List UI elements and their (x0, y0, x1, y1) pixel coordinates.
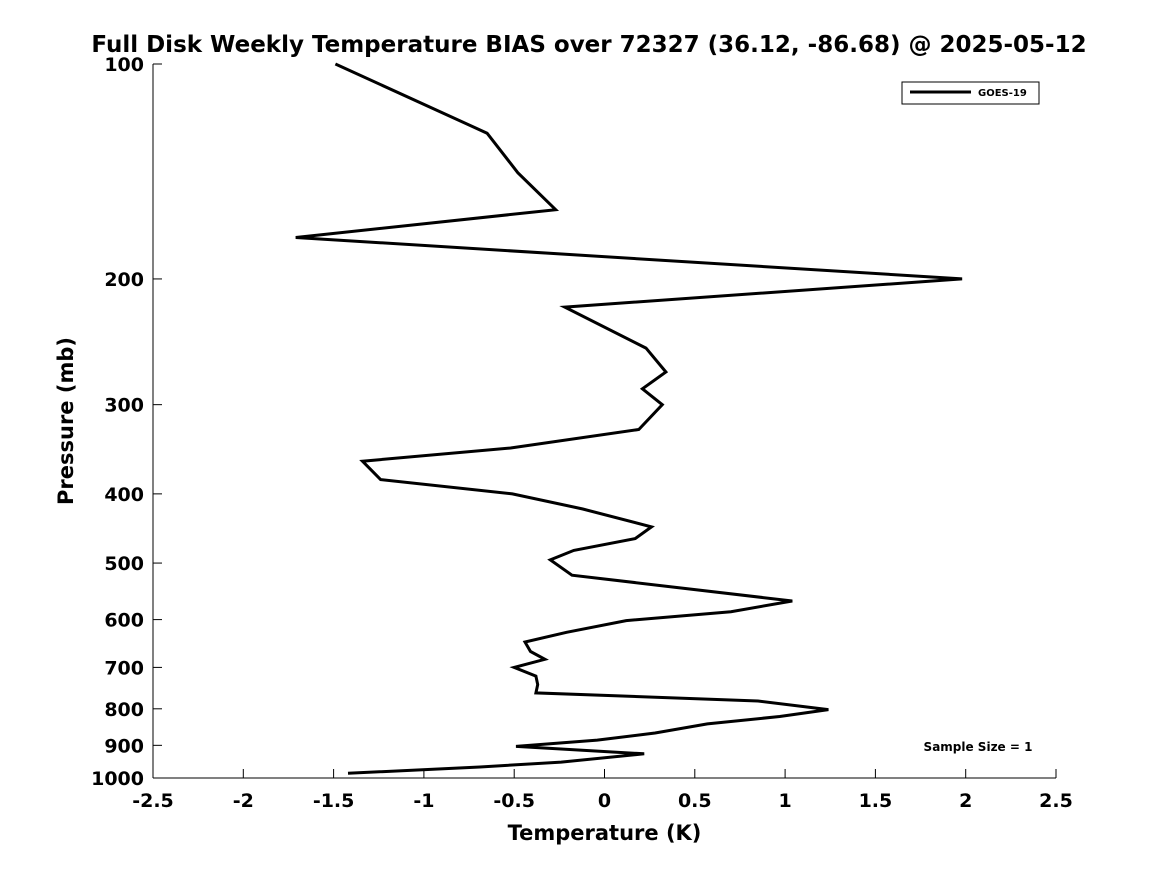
x-axis: -2.5 -2 -1.5 -1 -0.5 0 0.5 1 1.5 2 2.5 (132, 769, 1073, 812)
y-axis-label: Pressure (mb) (54, 337, 78, 505)
x-tick-label: 1.5 (859, 790, 893, 812)
y-tick-label: 600 (104, 610, 144, 632)
sample-size-annotation: Sample Size = 1 (924, 740, 1033, 754)
chart-title: Full Disk Weekly Temperature BIAS over 7… (91, 32, 1086, 58)
x-tick-label: 0.5 (678, 790, 712, 812)
legend-entry-goes-19: GOES-19 (978, 88, 1027, 99)
y-tick-label: 200 (104, 269, 144, 291)
y-axis: 100 200 300 400 500 600 700 800 900 1000 (91, 54, 162, 790)
y-tick-label: 1000 (91, 768, 144, 790)
y-tick-label: 900 (104, 735, 144, 757)
x-tick-label: 0 (598, 790, 611, 812)
plot-area-frame (153, 64, 1056, 778)
y-tick-label: 400 (104, 484, 144, 506)
y-tick-label: 500 (104, 553, 144, 575)
x-tick-label: -1.5 (313, 790, 355, 812)
x-tick-label: -2.5 (132, 790, 174, 812)
x-axis-label: Temperature (K) (508, 821, 702, 845)
x-tick-label: 2 (959, 790, 972, 812)
x-tick-label: -0.5 (493, 790, 535, 812)
y-tick-label: 700 (104, 657, 144, 679)
x-tick-label: 1 (778, 790, 791, 812)
y-tick-label: 300 (104, 395, 144, 417)
legend: GOES-19 (901, 81, 1040, 105)
x-tick-label: 2.5 (1039, 790, 1073, 812)
y-tick-label: 100 (104, 54, 144, 76)
series-line-goes-19 (295, 62, 963, 775)
x-tick-label: -1 (413, 790, 434, 812)
y-tick-label: 800 (104, 699, 144, 721)
x-tick-label: -2 (233, 790, 254, 812)
